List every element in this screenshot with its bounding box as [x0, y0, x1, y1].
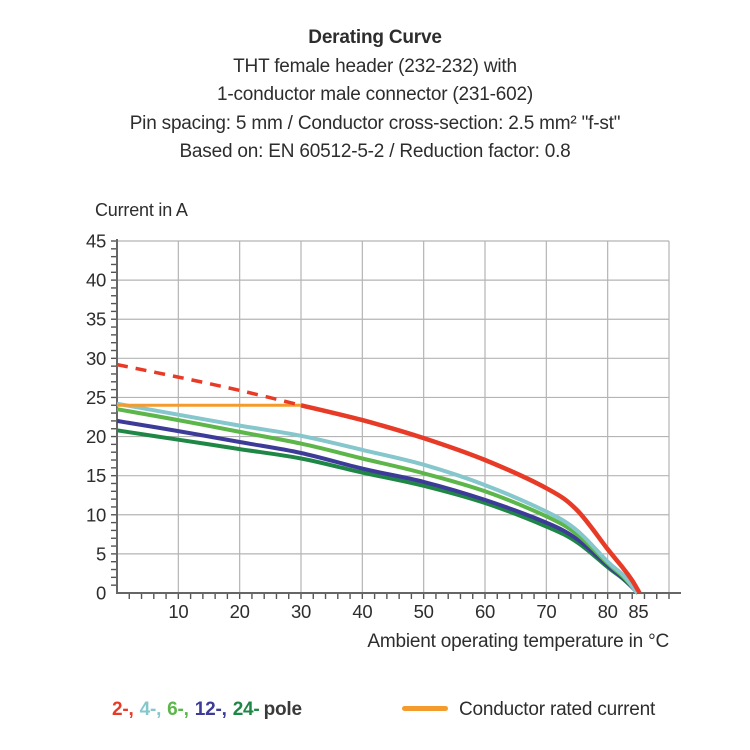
rated-current-line-swatch	[402, 706, 448, 711]
chart-title: Derating Curve	[308, 27, 442, 48]
svg-text:35: 35	[86, 309, 106, 330]
legend-rated-current: Conductor rated current	[402, 699, 655, 721]
svg-text:5: 5	[96, 543, 106, 564]
svg-text:40: 40	[352, 601, 372, 622]
chart-subtitle-line-3: Pin spacing: 5 mm / Conductor cross-sect…	[129, 112, 621, 134]
svg-text:30: 30	[86, 348, 106, 369]
x-axis-title: Ambient operating temperature in °C	[367, 631, 669, 652]
svg-text:85: 85	[628, 601, 648, 622]
axes	[116, 239, 681, 594]
derating-chart-plot: 10 20 30 40 50 60 70 80 85 0 5 10 15 20 25 30 35 40 45	[86, 231, 681, 622]
legend-pole-counts: 2-, 4-, 6-, 12-, 24- pole	[112, 699, 302, 721]
series-2-pole-dashed	[116, 362, 302, 407]
svg-text:30: 30	[291, 601, 311, 622]
svg-text:10: 10	[168, 601, 188, 622]
svg-text:80: 80	[598, 601, 618, 622]
chart-header: Derating Curve THT female header (232-23…	[0, 24, 750, 167]
gridlines	[117, 240, 670, 593]
legend-pole-6: 6-,	[167, 699, 189, 720]
chart-subtitle-line-4: Based on: EN 60512-5-2 / Reduction facto…	[179, 141, 571, 162]
svg-text:70: 70	[536, 601, 556, 622]
rated-current-label: Conductor rated current	[459, 699, 656, 720]
series-4-pole	[116, 401, 639, 595]
legend-pole-12: 12-,	[194, 699, 227, 720]
svg-text:60: 60	[475, 601, 495, 622]
svg-text:0: 0	[96, 583, 106, 604]
legend-pole-2: 2-,	[112, 699, 134, 720]
svg-text:25: 25	[86, 387, 106, 408]
chart-subtitle-line-2: 1-conductor male connector (231-602)	[217, 84, 533, 105]
x-tick-labels: 10 20 30 40 50 60 70 80 85	[168, 601, 648, 622]
svg-text:50: 50	[414, 601, 434, 622]
svg-text:40: 40	[86, 270, 106, 291]
svg-text:15: 15	[86, 465, 106, 486]
y-tick-labels: 0 5 10 15 20 25 30 35 40 45	[86, 231, 106, 604]
svg-text:20: 20	[230, 601, 250, 622]
series-2-pole	[300, 403, 642, 595]
y-axis-title: Current in A	[95, 200, 188, 220]
series-12-pole	[116, 418, 640, 595]
svg-text:10: 10	[86, 504, 106, 525]
legend-pole-4: 4-,	[139, 699, 162, 720]
x-axis-ticks	[128, 594, 670, 599]
chart-subtitle-line-1: THT female header (232-232) with	[233, 55, 517, 77]
y-axis-ticks	[111, 240, 116, 586]
svg-text:45: 45	[86, 231, 106, 252]
legend-pole-suffix: pole	[263, 699, 302, 720]
legend-pole-24: 24-	[232, 699, 260, 720]
svg-text:20: 20	[86, 426, 106, 447]
